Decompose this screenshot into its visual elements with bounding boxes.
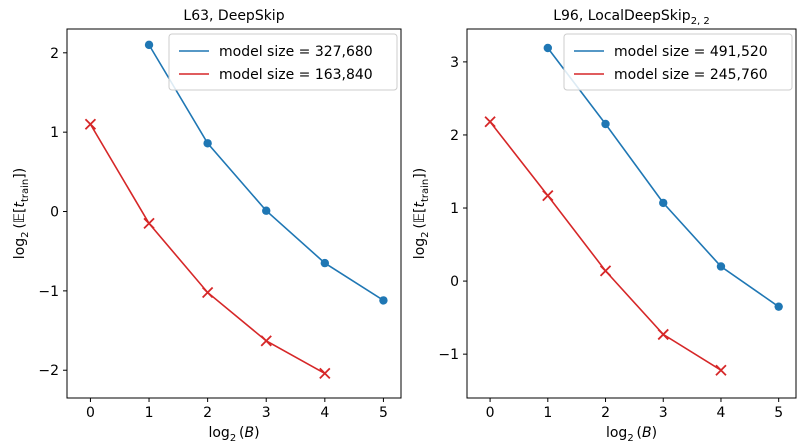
y-tick-label: 2 [50, 46, 59, 62]
y-tick-label: 0 [450, 274, 459, 290]
y-tick-label: 3 [450, 55, 459, 71]
y-tick-label: 1 [50, 125, 59, 141]
y-axis-label-close: ]) [412, 168, 428, 179]
x-axis-label-rest: ( [634, 425, 642, 441]
y-tick-label: −2 [38, 363, 59, 379]
y-tick-label: 0 [50, 205, 59, 221]
x-tick-label: 5 [379, 405, 388, 421]
legend-box [563, 33, 793, 91]
legend-label: model size = 163,840 [219, 67, 373, 83]
y-axis-label-subscript: 2 [420, 231, 431, 237]
x-tick-label: 5 [774, 405, 783, 421]
x-tick-label: 3 [659, 405, 668, 421]
x-tick-label: 4 [320, 405, 329, 421]
x-axis-label-end: ) [652, 425, 657, 441]
legend-label: model size = 327,680 [219, 44, 373, 60]
chart-title-main: L63, DeepSkip [183, 8, 284, 24]
data-point-circle [716, 262, 726, 271]
data-point-circle [543, 43, 553, 53]
y-axis-label-var: t [12, 202, 28, 208]
data-point-cross [657, 328, 669, 341]
plot-frame [66, 28, 402, 399]
data-point-circle [659, 198, 668, 208]
y-axis-label-var-subscript: train [20, 179, 31, 202]
plot-frame [466, 28, 797, 399]
legend-box [168, 33, 398, 91]
legend: model size = 327,680 model size = 163,840 [168, 33, 398, 91]
x-tick-label: 2 [601, 405, 610, 421]
y-tick-label: −1 [438, 347, 459, 363]
y-axis-label-open: (𝔼[ [12, 208, 28, 232]
data-point-cross [319, 367, 331, 380]
x-tick-label: 3 [262, 405, 271, 421]
data-point-circle [262, 206, 271, 215]
data-point-cross [260, 335, 272, 347]
x-tick-label: 4 [717, 405, 726, 421]
y-axis-label-subscript: 2 [20, 231, 31, 237]
x-tick-label: 2 [203, 405, 212, 421]
data-point-cross [201, 286, 214, 299]
legend: model size = 491,520 model size = 245,760 [563, 33, 793, 91]
legend-label: model size = 245,760 [614, 67, 768, 83]
data-point-cross [143, 217, 155, 230]
y-axis-label: log2 (𝔼[ttrain]) [12, 168, 31, 259]
y-axis-label-var: t [412, 202, 428, 208]
y-axis-label: log2 (𝔼[ttrain]) [412, 168, 431, 259]
x-axis-label: log2 (B) [606, 425, 657, 444]
y-axis-label-open: (𝔼[ [412, 208, 428, 232]
chart-title-subscript: 2, 2 [691, 16, 710, 27]
x-axis-label-subscript: 2 [230, 433, 236, 444]
x-axis-label-var: B [642, 425, 652, 441]
y-tick-label: −1 [38, 284, 59, 300]
y-tick-label: 1 [450, 201, 459, 217]
data-point-circle [379, 296, 388, 305]
chart-title: L96, LocalDeepSkip2, 2 [553, 8, 710, 27]
data-point-cross [542, 189, 554, 202]
chart-title: L63, DeepSkip [183, 8, 284, 24]
x-tick-label: 1 [543, 405, 552, 421]
x-tick-label: 1 [145, 405, 154, 421]
series-line-2 [89, 123, 326, 375]
data-point-cross [715, 364, 727, 376]
data-point-cross [599, 265, 612, 277]
data-point-circle [320, 258, 330, 268]
y-axis-label-close: ]) [12, 168, 28, 179]
data-point-cross [484, 116, 496, 128]
x-axis-label-var: B [244, 425, 254, 441]
x-axis-label-subscript: 2 [627, 433, 633, 444]
x-axis-label: log2 (B) [208, 425, 259, 444]
x-axis-label-rest: ( [236, 425, 244, 441]
data-point-circle [144, 40, 154, 50]
y-tick-label: 2 [450, 128, 459, 144]
data-point-circle [601, 119, 610, 129]
x-axis-label-end: ) [254, 425, 259, 441]
legend-label: model size = 491,520 [614, 44, 768, 60]
data-point-cross [84, 118, 97, 130]
y-axis-label-var-subscript: train [420, 179, 431, 202]
chart-title-main: L96, LocalDeepSkip [553, 8, 691, 24]
data-point-circle [203, 139, 212, 148]
x-tick-label: 0 [86, 405, 95, 421]
series-line-2 [489, 121, 722, 371]
data-point-circle [774, 302, 783, 311]
x-tick-label: 0 [486, 405, 495, 421]
